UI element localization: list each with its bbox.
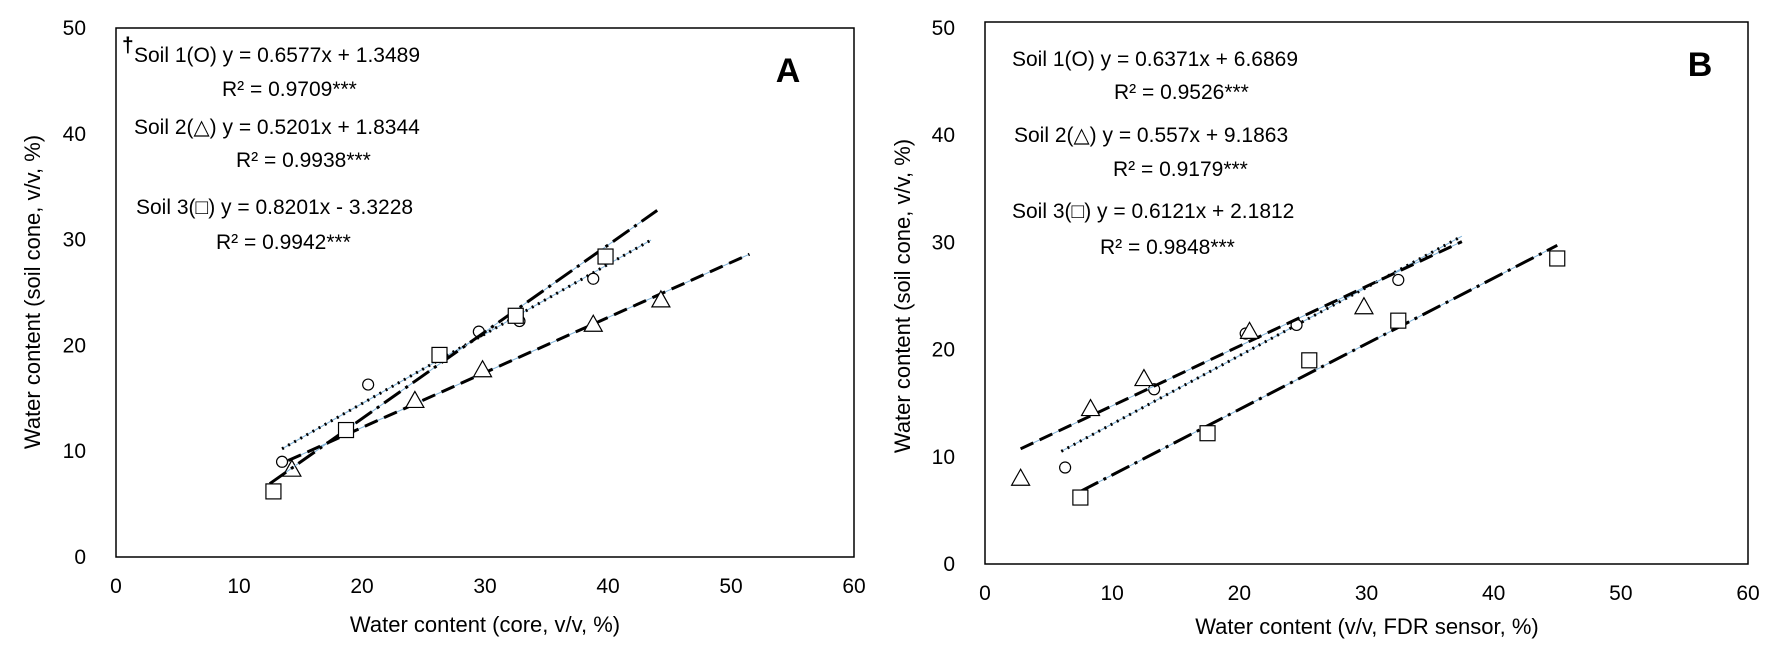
x-axis-label: Water content (core, v/v, %) xyxy=(350,612,620,637)
data-point-square xyxy=(1072,489,1089,506)
data-point-square xyxy=(431,346,448,364)
regression-equation: Soil 2(△) y = 0.5201x + 1.8344 xyxy=(134,116,420,139)
data-point-triangle xyxy=(1353,296,1374,315)
data-point-circle xyxy=(1059,461,1072,474)
data-point-circle xyxy=(587,272,600,285)
data-point-triangle xyxy=(1010,468,1031,486)
x-tick-label: 20 xyxy=(1228,582,1251,605)
data-point-triangle xyxy=(1239,321,1260,339)
r-squared-label: R² = 0.9709*** xyxy=(222,78,357,101)
x-tick-label: 10 xyxy=(1100,582,1123,605)
x-tick-label: 10 xyxy=(227,575,250,598)
data-point-circle xyxy=(1148,383,1161,396)
x-tick-label: 50 xyxy=(719,575,742,598)
chart-panel-a: 0 10 20 30 40 50 60 0 10 20 30 40 50 Water content (c… xyxy=(20,17,866,637)
regression-equation: Soil 3(□) y = 0.8201x - 3.3228 xyxy=(136,196,413,219)
r-squared-label: R² = 0.9179*** xyxy=(1113,158,1248,181)
panel-letter: A xyxy=(776,52,801,90)
data-point-square xyxy=(1390,312,1407,329)
x-axis-label: Water content (v/v, FDR sensor, %) xyxy=(1195,614,1539,639)
data-point-circle xyxy=(362,378,375,391)
x-tick-label: 0 xyxy=(979,582,991,605)
data-point-square xyxy=(1549,250,1566,267)
chart-panel-b: 0 10 20 30 40 50 60 0 10 20 30 40 50 Water content (v… xyxy=(890,17,1760,639)
data-point-square xyxy=(1199,425,1216,442)
plot-area-border xyxy=(115,27,855,558)
y-tick-label: 30 xyxy=(932,231,955,254)
data-point-triangle xyxy=(1133,368,1154,387)
data-point-triangle xyxy=(650,289,671,308)
y-tick-label: 40 xyxy=(932,124,955,147)
x-tick-label: 30 xyxy=(1355,582,1378,605)
regression-equation: Soil 1(O) y = 0.6577x + 1.3489 xyxy=(134,44,420,67)
y-tick-label: 40 xyxy=(63,123,86,146)
r-squared-label: R² = 0.9526*** xyxy=(1114,81,1249,104)
trendline-dotted xyxy=(1060,234,1463,453)
data-point-circle xyxy=(275,455,289,468)
trendline-dashed xyxy=(1019,240,1463,451)
data-point-triangle xyxy=(1080,398,1101,417)
data-point-square xyxy=(337,421,355,439)
regression-equation: Soil 2(△) y = 0.557x + 9.1863 xyxy=(1014,124,1288,147)
data-point-triangle xyxy=(404,390,425,409)
x-tick-label: 30 xyxy=(473,575,496,598)
data-point-square xyxy=(597,248,614,265)
y-tick-label: 50 xyxy=(63,17,86,40)
y-tick-label: 20 xyxy=(932,339,955,362)
x-tick-label: 20 xyxy=(350,575,373,598)
data-point-square xyxy=(507,307,524,324)
y-tick-label: 30 xyxy=(63,229,86,252)
x-tick-label: 40 xyxy=(1482,582,1505,605)
plot-area-border xyxy=(984,21,1749,565)
y-axis-label: Water content (soil cone, v/v, %) xyxy=(20,135,45,449)
y-tick-label: 50 xyxy=(932,17,955,40)
r-squared-label: R² = 0.9848*** xyxy=(1100,236,1235,259)
x-tick-label: 60 xyxy=(842,575,865,598)
y-tick-label: 0 xyxy=(74,546,86,569)
x-tick-label: 50 xyxy=(1609,582,1632,605)
trendline-dashed xyxy=(287,252,751,462)
data-point-circle xyxy=(1392,273,1405,287)
x-tick-label: 0 xyxy=(110,575,122,598)
regression-equation: Soil 3(□) y = 0.6121x + 2.1812 xyxy=(1012,200,1294,223)
data-point-triangle xyxy=(472,359,493,378)
footnote-dagger: † xyxy=(122,34,134,57)
panel-letter: B xyxy=(1688,46,1713,84)
r-squared-label: R² = 0.9938*** xyxy=(236,149,371,172)
data-point-triangle xyxy=(583,314,604,332)
trendline-dash-dot xyxy=(268,209,659,485)
regression-equation: Soil 1(O) y = 0.6371x + 6.6869 xyxy=(1012,48,1298,71)
y-tick-label: 20 xyxy=(63,334,86,357)
data-point-square xyxy=(1301,352,1318,369)
x-tick-label: 40 xyxy=(596,575,619,598)
x-tick-label: 60 xyxy=(1736,582,1759,605)
y-tick-label: 0 xyxy=(943,553,955,576)
data-point-square xyxy=(265,483,282,500)
y-tick-label: 10 xyxy=(932,446,955,469)
y-tick-label: 10 xyxy=(63,440,86,463)
y-axis-label: Water content (soil cone, v/v, %) xyxy=(890,139,915,453)
r-squared-label: R² = 0.9942*** xyxy=(216,231,351,254)
trendline-dash-dot xyxy=(1079,244,1558,493)
